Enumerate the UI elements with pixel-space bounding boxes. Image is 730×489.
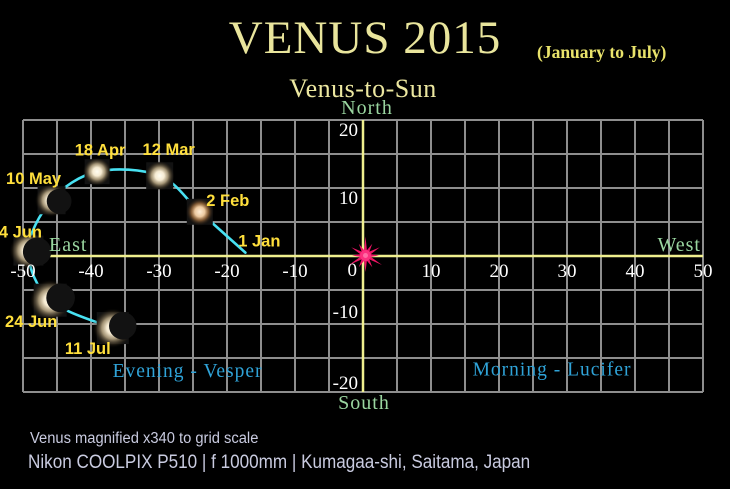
- chart-title: Venus-to-Sun: [289, 74, 437, 103]
- direction-label-north: North: [341, 97, 393, 119]
- x-tick-label: -20: [214, 261, 239, 282]
- y-tick-label: -10: [333, 302, 358, 323]
- direction-label-east: East: [49, 234, 87, 256]
- x-tick-label: -40: [78, 261, 103, 282]
- y-tick-label: 20: [339, 120, 358, 141]
- date-label-18-apr: 18 Apr: [75, 142, 126, 160]
- x-tick-label: -30: [146, 261, 171, 282]
- page-subtitle: (January to July): [537, 42, 667, 62]
- date-label-2-feb: 2 Feb: [206, 192, 249, 210]
- footer-note-camera: Nikon COOLPIX P510 | f 1000mm | Kumagaa-…: [28, 452, 531, 473]
- x-tick-label: -10: [282, 261, 307, 282]
- date-label-11-jul: 11 Jul: [65, 340, 111, 358]
- sun-marker: [349, 236, 382, 272]
- x-tick-label: 20: [490, 261, 509, 282]
- direction-label-west: West: [658, 234, 702, 256]
- x-tick-label: 10: [422, 261, 441, 282]
- tick-labels: -50 -40 -30 -20 -10 0 10 20 30 40 50 20 10 -10 -20: [10, 120, 712, 394]
- venus-image-12-mar: [144, 160, 175, 191]
- date-labels: 1 Jan 2 Feb 12 Mar 18 Apr 10 May 4 Jun 24 Jun 1…: [0, 141, 280, 358]
- venus-images: [9, 157, 215, 349]
- date-label-24-jun: 24 Jun: [5, 313, 57, 331]
- x-tick-label: 30: [558, 261, 577, 282]
- region-labels: Evening - Vesper Morning - Lucifer: [113, 360, 632, 382]
- direction-labels: North South East West: [49, 97, 702, 414]
- venus-image-18-apr: [82, 157, 112, 187]
- sun-core-highlight: [363, 253, 368, 258]
- region-label-morning: Morning - Lucifer: [473, 360, 632, 381]
- x-tick-label: 50: [694, 261, 713, 282]
- date-label-4-jun: 4 Jun: [0, 224, 42, 242]
- date-label-12-mar: 12 Mar: [143, 141, 196, 159]
- x-tick-label: -50: [10, 261, 35, 282]
- date-label-1-jan: 1 Jan: [238, 233, 280, 251]
- page-title: VENUS 2015: [228, 12, 502, 64]
- date-label-10-may: 10 May: [6, 170, 62, 188]
- y-tick-label: -20: [333, 373, 358, 394]
- footer-note-magnification: Venus magnified x340 to grid scale: [30, 430, 259, 447]
- direction-label-south: South: [338, 392, 390, 414]
- venus-phase-shadow: [46, 283, 75, 313]
- venus-phase-shadow: [22, 237, 52, 266]
- region-label-evening: Evening - Vesper: [113, 361, 263, 382]
- y-tick-label: 10: [339, 188, 358, 209]
- x-tick-label: 40: [626, 261, 645, 282]
- venus-phase-shadow: [109, 312, 137, 340]
- x-tick-label: 0: [348, 260, 358, 281]
- venus-image-2-feb: [185, 197, 215, 227]
- venus-phase-shadow: [46, 188, 72, 214]
